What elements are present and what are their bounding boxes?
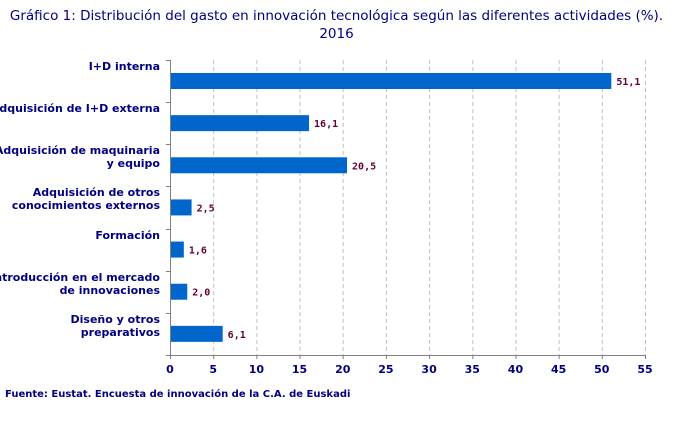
value-label: 1,6 [189,246,207,257]
bar [171,157,348,174]
category-label: Diseño y otros preparativos [70,312,160,339]
bar [171,199,192,216]
value-label: 2,0 [192,288,210,299]
source-note: Fuente: Eustat. Encuesta de innovación d… [5,389,351,400]
bar [171,283,188,300]
category-label: Adquisición de otros conocimientos exter… [11,186,160,213]
x-tick-label: 30 [421,363,437,376]
x-tick-label: 35 [465,363,480,376]
x-tick-label: 0 [166,363,174,376]
category-label: Adquisición de I+D externa [0,102,160,116]
x-tick-label: 5 [209,363,217,376]
x-tick-label: 10 [249,363,265,376]
value-label: 51,1 [616,77,640,88]
bar [171,115,310,132]
value-label: 2,5 [197,203,215,214]
x-tick-label: 15 [292,363,307,376]
chart-title: Gráfico 1: Distribución del gasto en inn… [9,8,664,42]
value-label: 20,5 [352,161,376,172]
category-label: Introducción en el mercado de innovacion… [0,270,160,297]
category-label: I+D interna [88,60,160,73]
category-label: Formación [95,228,160,242]
x-tick-label: 50 [594,363,610,376]
x-tick-label: 20 [335,363,351,376]
bar [171,241,184,258]
x-tick-label: 45 [551,363,566,376]
bar [171,73,612,89]
bar [171,325,223,342]
value-label: 6,1 [228,330,246,341]
value-label: 16,1 [314,119,338,130]
x-tick-label: 55 [637,363,652,376]
x-tick-label: 40 [508,363,524,376]
category-label: Adquisición de maquinaria y equipo [0,144,160,171]
x-tick-label: 25 [378,363,393,376]
